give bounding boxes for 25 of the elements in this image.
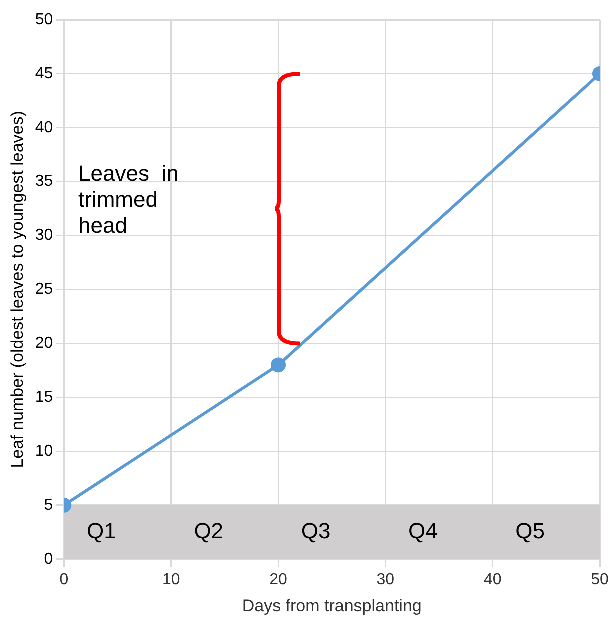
y-tick-label: 25 <box>35 281 54 298</box>
x-tick-label: 10 <box>162 571 180 588</box>
x-tick-label: 40 <box>484 571 502 588</box>
y-tick-label: 20 <box>35 335 54 352</box>
annotation: Q3 <box>301 518 331 544</box>
x-tick-label: 0 <box>60 571 69 588</box>
y-tick-label: 45 <box>35 65 54 82</box>
y-tick-label: 40 <box>35 119 54 136</box>
x-axis-title: Days from transplanting <box>242 596 422 616</box>
annotation: Q2 <box>194 518 224 544</box>
y-axis-title: Leaf number (oldest leaves to youngest leaves) <box>8 111 27 468</box>
x-tick-label: 20 <box>270 571 288 588</box>
annotation: Q5 <box>516 518 546 544</box>
x-tick-label: 50 <box>591 571 609 588</box>
y-tick-label: 30 <box>35 227 54 244</box>
annotation: Q1 <box>87 518 116 544</box>
y-tick-label: 5 <box>44 496 54 514</box>
x-tick-label: 30 <box>376 571 395 588</box>
y-tick-label: 50 <box>35 11 54 28</box>
y-tick-label: 15 <box>35 388 54 406</box>
annotation: Q4 <box>408 518 438 544</box>
y-tick-label: 35 <box>35 173 54 190</box>
y-tick-label: 0 <box>44 550 54 568</box>
annotation: Leaves in trimmed head <box>78 160 179 238</box>
y-tick-label: 10 <box>35 442 54 460</box>
